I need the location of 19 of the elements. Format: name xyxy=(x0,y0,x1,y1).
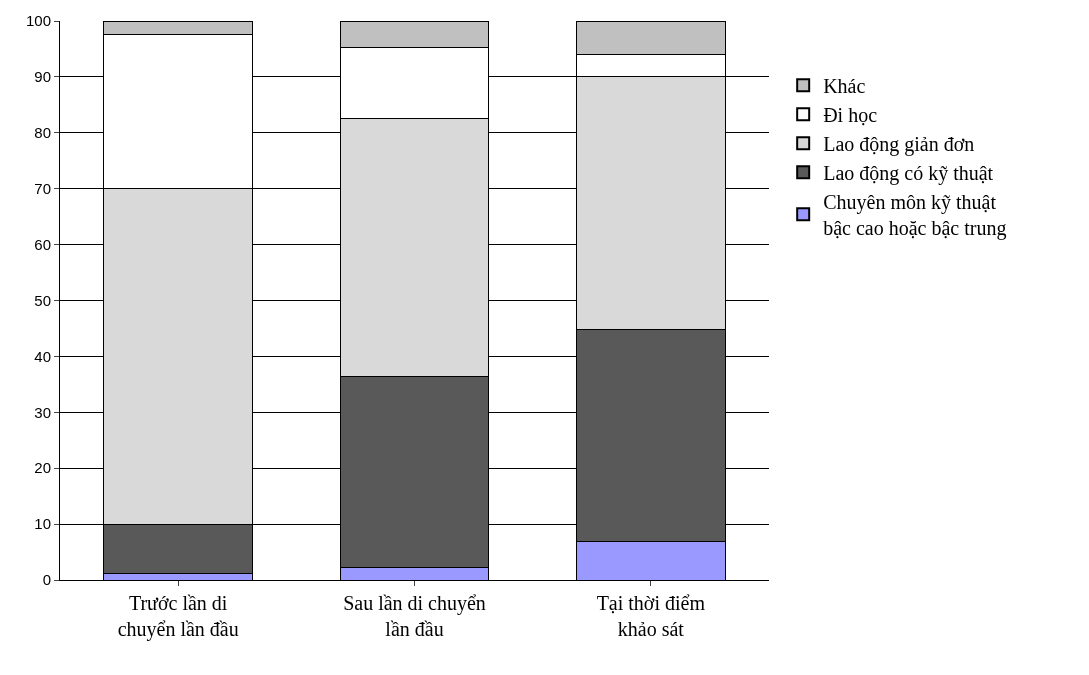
x-tick-label: Sau lần di chuyển lần đầu xyxy=(343,592,486,640)
legend-label: Đi học xyxy=(823,104,878,127)
y-tick-label: 90 xyxy=(34,68,51,86)
y-tick-label: 40 xyxy=(34,347,51,365)
y-tick-label: 80 xyxy=(34,124,51,142)
y-tick-label: 10 xyxy=(34,515,51,533)
x-tick-label: Trước lần di chuyển lần đầu xyxy=(117,592,239,641)
legend-label: Khác xyxy=(823,75,866,98)
legend-label: Chuyên môn kỹ thuật bậc cao hoặc bậc trung xyxy=(823,191,1007,241)
y-tick-label: 100 xyxy=(25,12,51,30)
x-tick-label: Tại thời điểm khảo sát xyxy=(596,592,706,640)
y-tick-label: 70 xyxy=(34,179,51,197)
y-tick-label: 30 xyxy=(34,403,51,421)
legend-label: Lao động giản đơn xyxy=(823,133,975,157)
legend-label: Lao động có kỹ thuật xyxy=(823,162,994,186)
y-tick-label: 50 xyxy=(34,291,51,309)
y-tick-label: 20 xyxy=(34,459,51,477)
y-tick-label: 0 xyxy=(42,571,51,589)
y-tick-label: 60 xyxy=(34,235,51,253)
